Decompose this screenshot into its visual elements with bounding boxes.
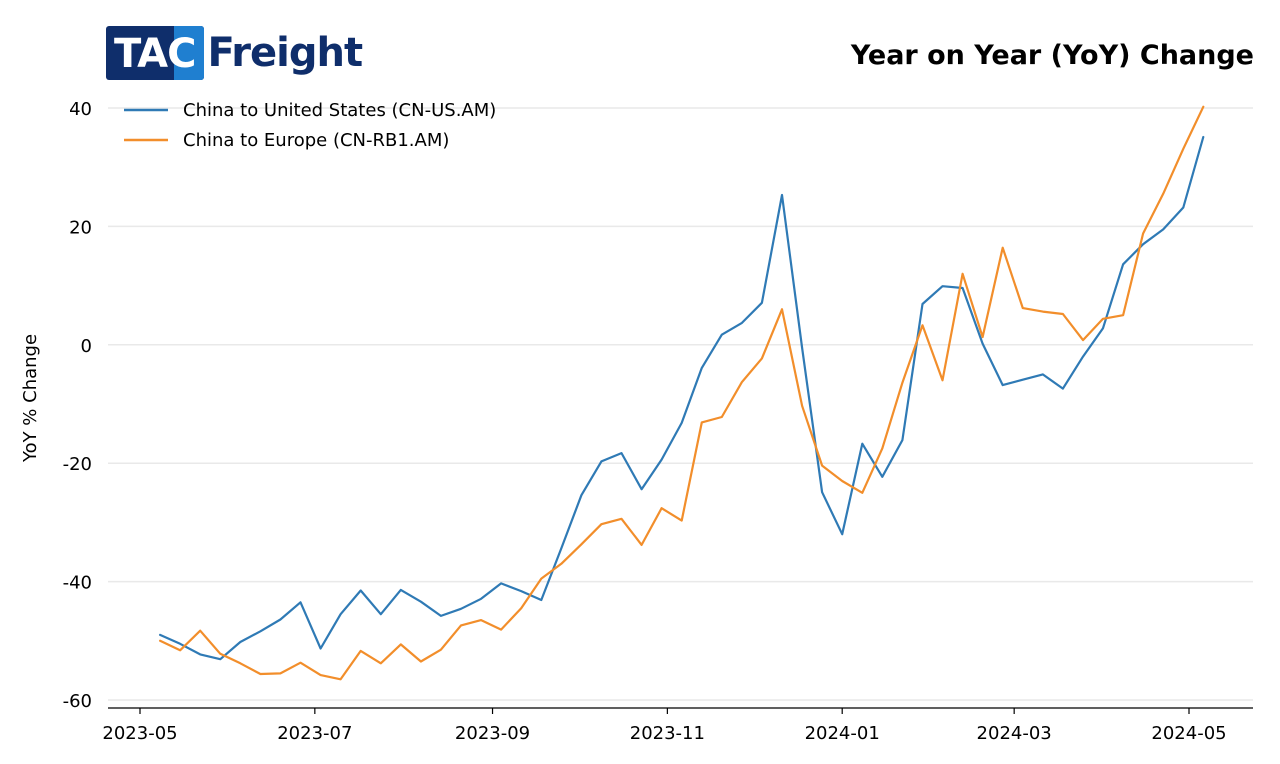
x-tick-label: 2024-01 <box>805 723 880 744</box>
logo-text-tac: TAC <box>114 31 196 77</box>
y-tick-label: 40 <box>69 99 92 120</box>
y-tick-label: 0 <box>81 336 92 357</box>
y-axis-label: YoY % Change <box>20 334 41 463</box>
y-tick-label: -60 <box>63 691 92 712</box>
y-tick-label: -40 <box>63 573 92 594</box>
tac-freight-logo: TAC Freight <box>106 26 364 80</box>
x-tick-label: 2024-03 <box>977 723 1052 744</box>
y-tick-label: -20 <box>63 454 92 475</box>
y-tick-label: 20 <box>69 217 92 238</box>
legend-label-2: China to Europe (CN-RB1.AM) <box>183 130 449 151</box>
grid-lines <box>108 107 1253 701</box>
x-tick-label: 2023-05 <box>102 723 177 744</box>
x-tick-label: 2023-09 <box>455 723 530 744</box>
logo-mark: TAC <box>106 26 204 80</box>
series-line-2 <box>159 105 1205 681</box>
x-tick-label: 2023-07 <box>277 723 352 744</box>
axes: 40 20 0 -20 -40 -60 2023-05 2023-07 2023-09 2023-… <box>63 99 1253 744</box>
x-tick-label: 2023-11 <box>630 723 705 744</box>
series-line-1 <box>159 135 1205 661</box>
chart-title: Year on Year (YoY) Change <box>850 40 1254 71</box>
series-lines <box>159 105 1205 681</box>
logo-text-freight: Freight <box>207 30 364 76</box>
x-tick-label: 2024-05 <box>1151 723 1226 744</box>
legend: China to United States (CN-US.AM) China t… <box>124 100 496 151</box>
legend-label-1: China to United States (CN-US.AM) <box>183 100 496 121</box>
